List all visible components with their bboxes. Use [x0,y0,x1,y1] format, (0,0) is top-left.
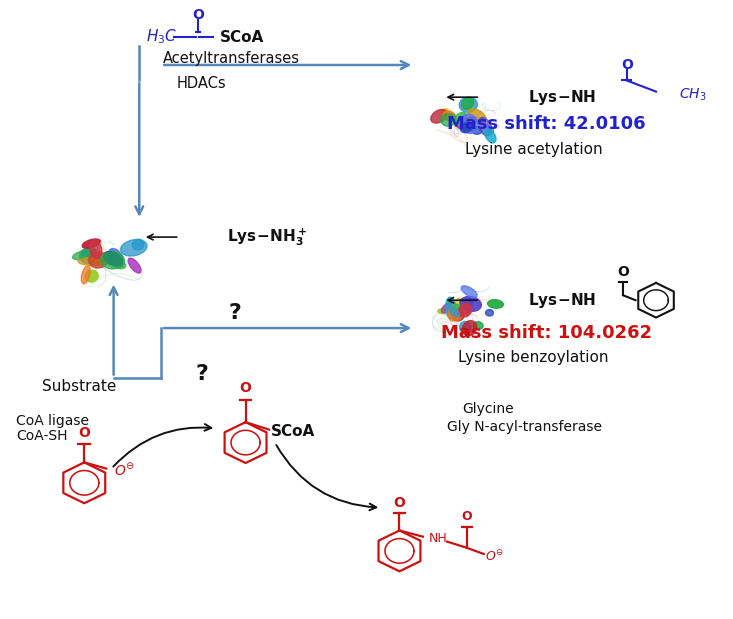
Ellipse shape [81,266,90,284]
Text: $CH_3$: $CH_3$ [679,87,707,103]
Text: $\mathbf{Lys\!-\!NH}$: $\mathbf{Lys\!-\!NH}$ [528,88,596,106]
Ellipse shape [460,321,471,334]
Ellipse shape [478,118,492,136]
Text: HDACs: HDACs [177,76,226,91]
Text: O: O [78,426,90,439]
Text: Mass shift: 42.0106: Mass shift: 42.0106 [447,115,645,133]
Ellipse shape [447,306,461,321]
Text: $O^{\ominus}$: $O^{\ominus}$ [114,461,135,478]
Ellipse shape [438,308,452,314]
Ellipse shape [454,298,466,316]
Text: $H_3C$: $H_3C$ [146,28,177,46]
Ellipse shape [463,321,476,336]
Text: CoA ligase: CoA ligase [16,414,89,428]
Text: O: O [462,510,472,524]
Text: Gly N-acyl-transferase: Gly N-acyl-transferase [447,420,602,434]
Ellipse shape [462,98,474,110]
Ellipse shape [120,240,147,256]
Ellipse shape [459,303,472,317]
Ellipse shape [454,113,467,125]
Ellipse shape [460,298,473,314]
Ellipse shape [460,114,479,134]
Ellipse shape [441,114,456,126]
Ellipse shape [80,248,96,264]
Ellipse shape [471,127,482,134]
Ellipse shape [441,303,452,313]
Ellipse shape [108,249,123,267]
Ellipse shape [487,300,504,308]
Text: Lysine benzoylation: Lysine benzoylation [458,350,609,365]
Ellipse shape [460,297,482,311]
Ellipse shape [132,240,144,250]
Text: Substrate: Substrate [42,379,117,394]
Ellipse shape [104,251,122,266]
Ellipse shape [89,252,108,268]
Text: SCoA: SCoA [271,424,315,439]
Ellipse shape [89,240,102,259]
Ellipse shape [485,310,493,316]
Text: CoA-SH: CoA-SH [16,430,67,443]
Ellipse shape [82,239,100,248]
Text: $O^{\ominus}$: $O^{\ominus}$ [485,549,504,564]
Ellipse shape [460,123,473,132]
Ellipse shape [85,270,98,282]
Ellipse shape [100,252,125,269]
Text: O: O [240,381,251,395]
Text: Mass shift: 104.0262: Mass shift: 104.0262 [441,324,652,342]
Ellipse shape [461,286,477,298]
Text: ?: ? [228,303,241,322]
Ellipse shape [111,259,126,269]
Ellipse shape [443,111,455,121]
Text: Lysine acetylation: Lysine acetylation [465,142,603,157]
Text: ?: ? [195,365,208,384]
Ellipse shape [105,251,119,263]
Text: O: O [617,265,629,279]
Ellipse shape [474,322,483,329]
Text: O: O [621,58,633,72]
Ellipse shape [82,248,91,259]
Ellipse shape [485,129,496,143]
Ellipse shape [456,122,471,128]
Ellipse shape [460,97,477,113]
Text: $\mathbf{Lys\!-\!NH}$: $\mathbf{Lys\!-\!NH}$ [528,291,596,310]
Ellipse shape [460,121,467,129]
Text: O: O [394,496,405,509]
Ellipse shape [107,255,120,265]
Ellipse shape [128,258,141,273]
Text: O: O [192,9,204,22]
Ellipse shape [457,118,474,130]
Ellipse shape [445,301,458,313]
Ellipse shape [461,117,476,130]
Ellipse shape [468,109,486,124]
Text: $\mathbf{Lys\!-\!NH_3^+}$: $\mathbf{Lys\!-\!NH_3^+}$ [227,226,307,248]
Ellipse shape [78,258,105,266]
Ellipse shape [442,109,449,117]
Text: NH: NH [429,532,448,545]
Ellipse shape [73,249,97,259]
Ellipse shape [485,128,493,134]
Ellipse shape [449,306,460,317]
Ellipse shape [450,310,464,321]
Text: Glycine: Glycine [462,402,513,415]
Ellipse shape [446,297,455,318]
Ellipse shape [431,110,447,123]
Ellipse shape [453,305,461,311]
Text: Acetyltransferases: Acetyltransferases [163,51,299,66]
Text: SCoA: SCoA [220,30,264,45]
